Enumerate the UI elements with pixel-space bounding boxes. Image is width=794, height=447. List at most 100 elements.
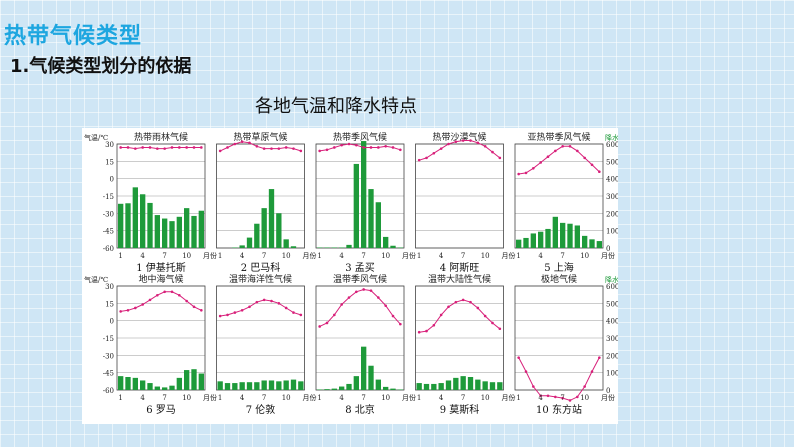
precip-tick: 0 [606,387,610,395]
temperature-line [419,140,501,161]
temperature-point [517,356,520,359]
precip-bar [140,380,146,390]
temperature-point [318,325,321,328]
precip-bar [596,241,602,248]
temperature-point [284,146,288,149]
temperature-point [432,323,436,327]
temperature-point [454,140,458,143]
precip-bar [290,246,297,248]
temperature-point [248,141,251,145]
temperature-point [590,370,594,373]
temperature-point [483,145,487,148]
station-label: 5 上海 [544,261,574,274]
month-tick: 7 [361,394,365,402]
temp-tick: 15 [105,300,114,308]
temperature-point [163,147,166,150]
temperature-point [134,147,137,150]
temperature-point [355,290,358,294]
precip-bar [339,247,345,248]
temperature-point [126,146,130,149]
temperature-point [277,302,281,305]
precip-bar [324,247,330,248]
precip-tick: 400 [606,318,618,326]
temp-tick: 30 [105,141,114,149]
precip-bar [560,222,566,248]
precip-bar [331,247,337,248]
month-tick: 1 [118,252,122,260]
section-heading: 1.气候类型划分的依据 [10,56,192,77]
station-label: 9 莫斯科 [440,403,480,416]
temperature-point [141,303,144,306]
temperature-line [319,143,401,152]
panel-frame [415,285,504,391]
precip-bar [375,202,381,248]
temp-tick: -15 [103,335,114,343]
temperature-point [425,329,428,333]
month-tick: 7 [560,252,564,260]
precip-bar [283,239,289,248]
month-unit: 月份 [502,251,516,260]
climate-chart-figure: 热带雨林气候 1 4 7 10 月份 1 伊基托斯 气温/℃ 30 15 0 -15 -30 -45 -60… [82,128,642,424]
precip-bar [118,203,124,248]
month-tick: 4 [140,252,145,260]
precip-bar [224,383,231,390]
month-tick: 4 [538,394,543,402]
precip-bar [390,245,396,248]
precip-bar [239,382,245,390]
precip-bar [147,383,153,390]
month-tick: 4 [339,394,344,402]
precip-tick: 100 [606,228,618,236]
precip-bar [383,386,389,390]
precip-bar [276,381,282,390]
temperature-point [469,300,472,304]
month-unit: 月份 [203,251,217,260]
month-tick: 7 [262,394,266,402]
precip-bar [298,381,304,390]
precip-bar [191,369,197,390]
month-tick: 10 [481,394,490,402]
temperature-point [483,314,487,318]
precip-bar [567,223,573,248]
precip-tick: 600 [606,283,618,291]
precip-bar [460,376,466,390]
temperature-point [178,293,181,297]
temperature-point [119,310,122,313]
precip-bar [254,223,260,248]
panel-title: 地中海气候 [138,273,183,285]
temperature-line [518,145,600,175]
month-unit: 月份 [203,393,217,402]
panel-title: 极地气候 [541,273,577,285]
month-tick: 1 [317,394,321,402]
temperature-point [192,305,196,309]
temperature-point [469,139,472,142]
precip-bar [198,373,204,390]
precip-bar [438,383,444,390]
temperature-point [391,314,395,318]
temperature-point [561,145,564,148]
temperature-point [325,148,329,152]
month-tick: 1 [516,252,520,260]
precip-bar [530,233,536,248]
panel-frame [216,285,305,391]
temperature-point [170,290,174,294]
temperature-point [583,385,586,388]
precip-bar [147,202,153,248]
temp-tick: -30 [103,352,114,360]
station-label: 7 伦敦 [246,403,276,416]
station-label: 6 罗马 [146,404,176,416]
temperature-point [447,305,450,309]
temperature-point [240,140,244,143]
panel-title: 热带草原气候 [233,131,287,143]
temperature-point [461,139,465,142]
temperature-line [120,291,202,312]
temperature-point [218,149,222,153]
temperature-point [240,308,244,312]
temperature-point [126,308,130,312]
precip-bar [482,381,488,390]
temperature-point [200,146,203,149]
temperature-point [498,327,502,331]
precip-bar [397,389,403,390]
precip-bar [552,216,558,248]
temperature-point [347,296,351,299]
temperature-point [226,313,229,317]
